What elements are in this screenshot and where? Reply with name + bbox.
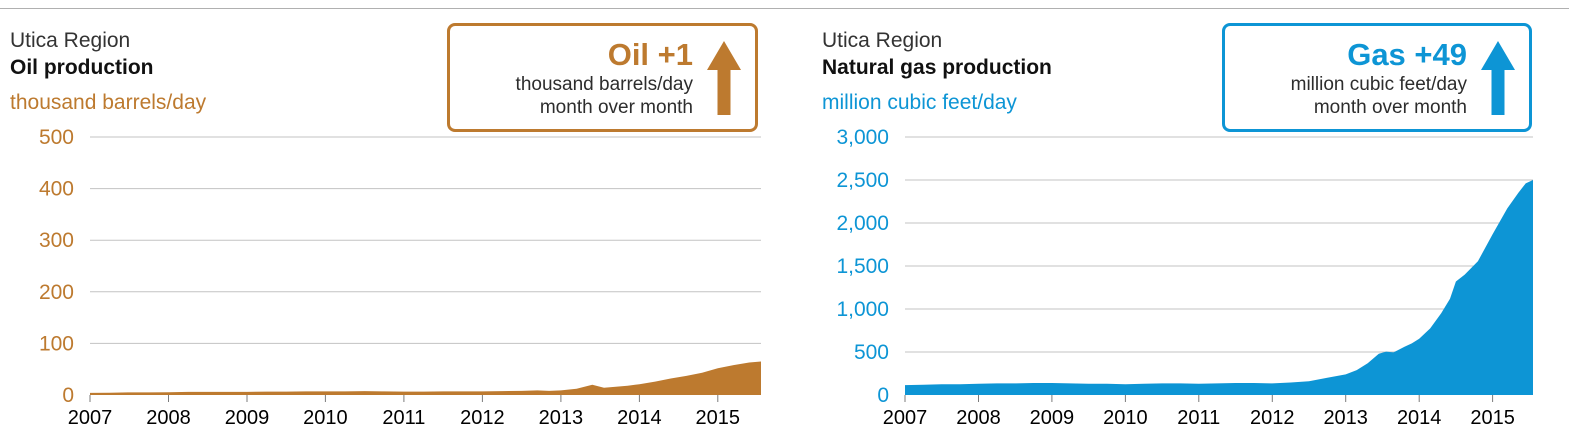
svg-text:2008: 2008	[956, 407, 1001, 429]
oil-chart-header: Utica Region Oil production thousand bar…	[10, 27, 206, 115]
svg-text:1,500: 1,500	[836, 255, 889, 278]
chart-region-label: Utica Region	[10, 29, 131, 52]
svg-text:400: 400	[39, 178, 74, 201]
svg-text:2013: 2013	[1323, 407, 1368, 429]
svg-text:2008: 2008	[146, 407, 191, 429]
svg-text:2014: 2014	[1397, 407, 1442, 429]
chart-title-label: Natural gas production	[822, 56, 1052, 79]
chart-region-label: Utica Region	[822, 29, 943, 52]
gas-chart-header: Utica Region Natural gas production mill…	[822, 27, 1052, 115]
svg-text:2007: 2007	[883, 407, 928, 429]
svg-text:0: 0	[877, 384, 889, 407]
badge-headline: Oil +1	[607, 36, 693, 72]
svg-text:1,000: 1,000	[836, 298, 889, 321]
svg-text:2012: 2012	[1250, 407, 1295, 429]
oil-change-badge: Oil +1 thousand barrels/day month over m…	[447, 23, 758, 132]
svg-text:2009: 2009	[225, 407, 270, 429]
svg-text:2011: 2011	[1177, 407, 1220, 429]
gas-area-chart: 0 500 1,000 1,500 2,000 2,500 3,000 2007 2008 200…	[836, 126, 1533, 429]
chart-unit-label: thousand barrels/day	[10, 91, 207, 114]
chart-unit-label: million cubic feet/day	[822, 91, 1017, 114]
svg-text:0: 0	[62, 384, 74, 407]
badge-period-line: month over month	[539, 96, 693, 118]
svg-text:2013: 2013	[539, 407, 584, 429]
svg-text:300: 300	[39, 229, 74, 252]
svg-text:2012: 2012	[460, 407, 505, 429]
oil-chart-panel: 0 100 200 300 400 500 2007 2008 2009 2010 2011 2012…	[10, 23, 761, 429]
svg-text:2011: 2011	[382, 407, 425, 429]
svg-text:2015: 2015	[696, 407, 741, 429]
top-divider	[0, 8, 1569, 9]
svg-text:2007: 2007	[68, 407, 113, 429]
badge-unit-line: million cubic feet/day	[1290, 73, 1467, 95]
svg-text:2015: 2015	[1470, 407, 1515, 429]
svg-text:500: 500	[854, 341, 889, 364]
badge-text-block: Oil +1 thousand barrels/day month over m…	[516, 37, 693, 119]
svg-text:3,000: 3,000	[836, 126, 889, 149]
oil-area-chart: 0 100 200 300 400 500 2007 2008 2009 2010 2011 2012…	[39, 126, 761, 429]
svg-text:500: 500	[39, 126, 74, 149]
gas-chart-panel: 0 500 1,000 1,500 2,000 2,500 3,000 2007 2008 200…	[785, 0, 1569, 442]
svg-text:2010: 2010	[303, 407, 348, 429]
svg-text:2,000: 2,000	[836, 212, 889, 235]
svg-text:2,500: 2,500	[836, 169, 889, 192]
badge-unit-line: thousand barrels/day	[515, 73, 693, 95]
svg-text:100: 100	[39, 332, 74, 355]
svg-text:2014: 2014	[617, 407, 662, 429]
badge-text-block: Gas +49 million cubic feet/day month ove…	[1291, 37, 1467, 119]
svg-text:2009: 2009	[1030, 407, 1075, 429]
badge-period-line: month over month	[1313, 96, 1467, 118]
svg-text:2010: 2010	[1103, 407, 1148, 429]
gas-change-badge: Gas +49 million cubic feet/day month ove…	[1222, 23, 1532, 132]
up-arrow-icon	[707, 40, 741, 115]
chart-title-label: Oil production	[10, 56, 154, 79]
svg-text:200: 200	[39, 281, 74, 304]
up-arrow-icon	[1481, 40, 1515, 115]
badge-headline: Gas +49	[1347, 36, 1467, 72]
